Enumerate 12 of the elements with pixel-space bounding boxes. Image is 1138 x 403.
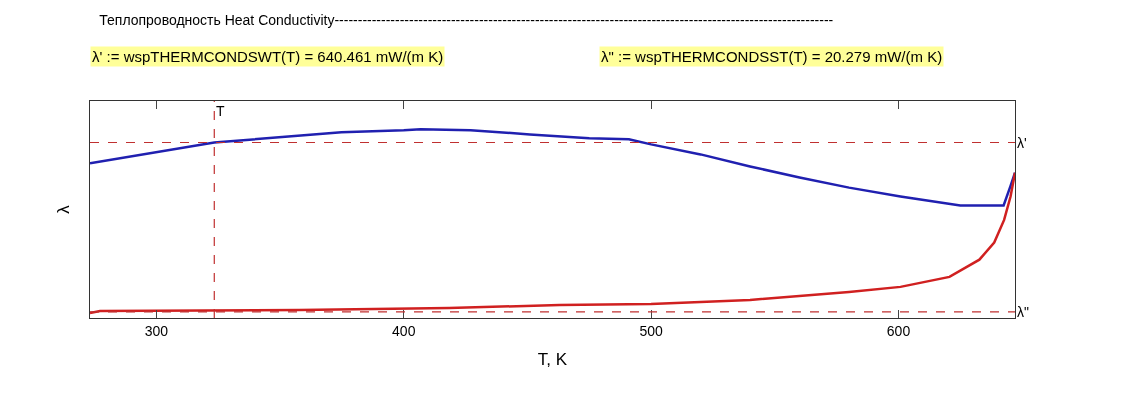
x-tick-label: 500 [639, 322, 664, 339]
text: λ" := wspTHERMCONDSST(T) = 20.279 mW/(m K) [601, 48, 943, 65]
ref-line-label: λ" [1017, 304, 1029, 320]
x-tick-label: 300 [144, 322, 169, 339]
x-tick-label: 600 [886, 322, 911, 339]
x-tick-label: 400 [392, 322, 416, 339]
ref-line-label: T [216, 103, 225, 119]
text: λ' := wspTHERMCONDSWT(T) = 640.461 mW/(m K) [92, 48, 444, 65]
y-axis-title: λ [53, 204, 73, 214]
chart-title: Теплопроводность Heat Conductivity----------------------------------------------------------------------------------------------------------- [99, 11, 834, 28]
x-axis-title: T, K [537, 350, 568, 370]
ref-line-label: λ' [1017, 135, 1027, 151]
